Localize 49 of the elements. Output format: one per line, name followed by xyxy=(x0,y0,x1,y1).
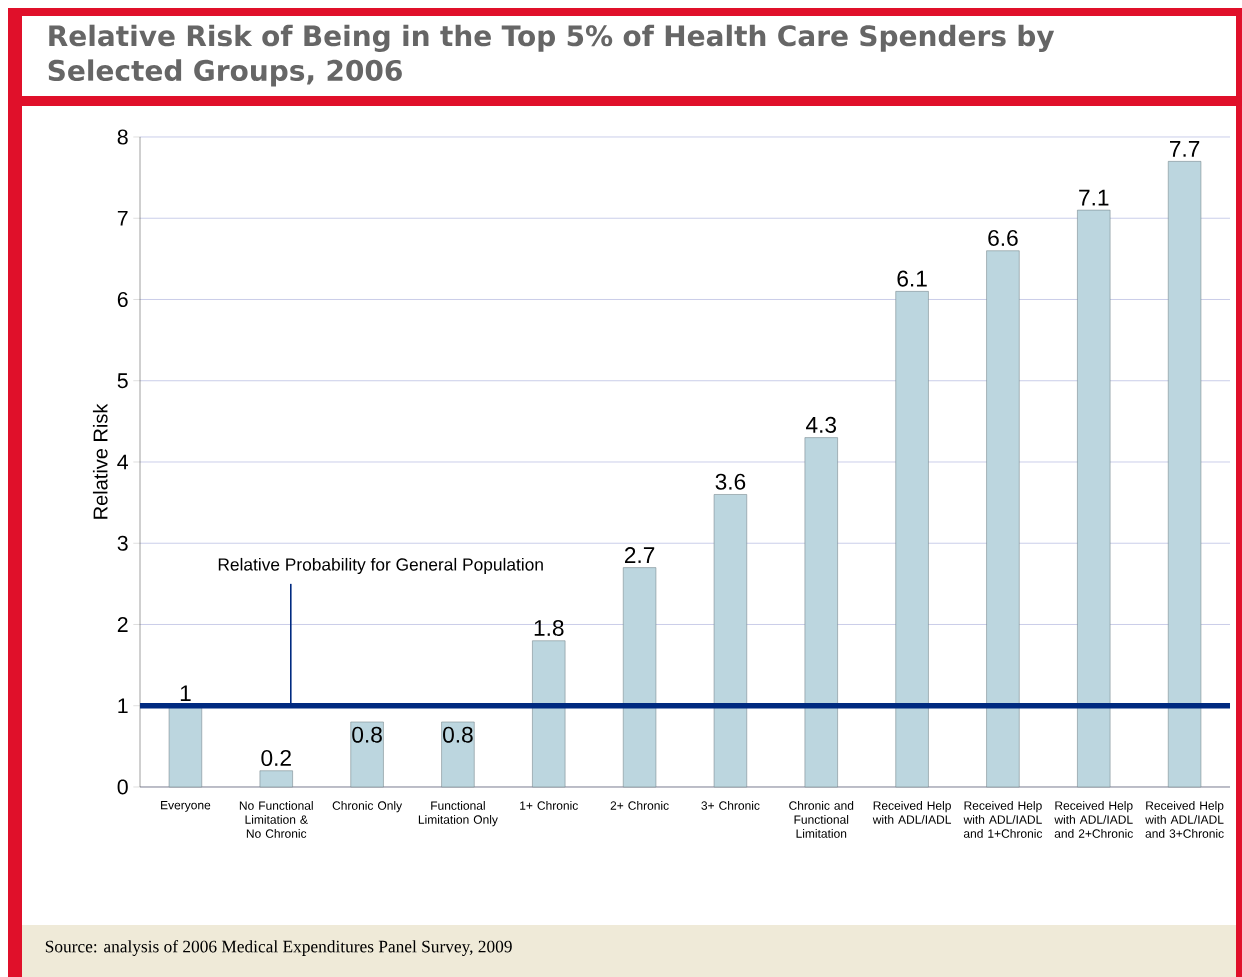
x-tick-label: Functional Limitation Only xyxy=(418,801,498,827)
y-tick-label: 2 xyxy=(117,617,128,632)
x-tick-label: Received Help with ADL/IADL and 2+Chronic xyxy=(1054,801,1133,838)
y-tick-label: 3 xyxy=(117,535,128,551)
y-tick-label: 1 xyxy=(118,698,128,714)
x-tick-label: Chronic and Functional Limitation xyxy=(789,801,854,838)
data-label: 3.6 xyxy=(715,473,746,490)
bar xyxy=(895,291,929,788)
data-label: 1 xyxy=(180,685,191,702)
data-label: 7.7 xyxy=(1170,141,1200,157)
data-label: 2.7 xyxy=(624,547,655,563)
chart-title: Relative Risk of Being in the Top 5% of Health Care Spenders by Selected Groups, 2006 xyxy=(48,24,1055,87)
x-tick-label: Received Help with ADL/IADL xyxy=(872,801,952,824)
ref-line-label: Relative Probability for General Population xyxy=(218,557,543,575)
y-tick-label: 7 xyxy=(117,210,128,226)
bar xyxy=(441,721,475,788)
data-label: 0.8 xyxy=(443,726,473,743)
data-label: 0.8 xyxy=(352,726,382,743)
bar xyxy=(986,250,1020,788)
bar xyxy=(1167,161,1202,788)
data-label: 7.1 xyxy=(1079,189,1109,206)
bar xyxy=(1077,209,1111,788)
y-tick-label: 6 xyxy=(117,291,128,308)
x-tick-label: 1+ Chronic xyxy=(520,801,578,810)
data-label: 1.8 xyxy=(534,619,564,637)
data-label: 4.3 xyxy=(806,416,837,433)
bar xyxy=(259,770,293,788)
bar xyxy=(350,721,384,788)
data-label: 6.1 xyxy=(897,270,927,287)
x-tick-label: 3+ Chronic xyxy=(701,801,760,810)
x-tick-label: No Functional Limitation & No Chronic xyxy=(239,801,313,838)
x-tick-label: Everyone xyxy=(161,801,211,812)
y-axis-title: Relative Risk xyxy=(92,403,108,519)
y-tick-label: 0 xyxy=(117,779,128,795)
x-tick-label: Chronic Only xyxy=(332,801,403,813)
bar xyxy=(622,567,657,788)
y-tick-label: 4 xyxy=(117,454,128,470)
data-label: 6.6 xyxy=(988,229,1018,247)
bar xyxy=(532,640,566,788)
source-note: Source: analysis of 2006 Medical Expenditures Panel Survey, 2009 xyxy=(45,940,512,956)
bar xyxy=(713,494,748,788)
y-tick-label: 5 xyxy=(117,373,128,389)
x-tick-label: Received Help with ADL/IADL and 1+Chronic xyxy=(963,801,1043,838)
x-tick-label: 2+ Chronic xyxy=(610,801,669,810)
y-tick-label: 8 xyxy=(117,129,128,145)
bar xyxy=(168,705,203,788)
bar xyxy=(804,437,838,788)
x-tick-label: Received Help with ADL/IADL and 3+Chronic xyxy=(1145,801,1224,838)
data-label: 0.2 xyxy=(261,749,291,767)
